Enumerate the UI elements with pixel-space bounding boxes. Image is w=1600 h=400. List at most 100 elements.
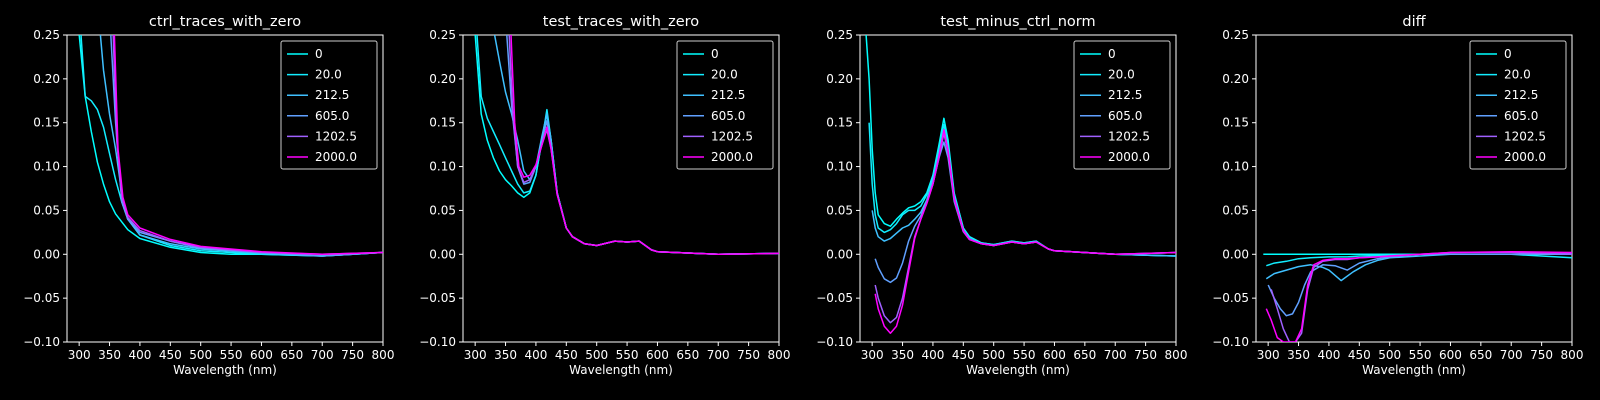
x-tick-label: 550 (616, 348, 639, 362)
y-tick-label: 0.05 (1222, 203, 1249, 217)
y-tick-label: −0.05 (816, 291, 853, 305)
legend-entry: 0 (711, 47, 719, 61)
chart-panel-4: 300 350 400 450 500 550 600 650 700 750 800 −0.10 −0… (1212, 14, 1583, 377)
y-tick-label: 0.00 (33, 247, 60, 261)
series-line-2000-0 (874, 128, 1176, 334)
x-tick-label: 300 (861, 348, 884, 362)
x-tick-label: 450 (159, 348, 182, 362)
y-tick-label: 0.05 (826, 203, 853, 217)
legend: 0 20.0 212.5 605.0 1202.5 2000.0 (280, 40, 378, 170)
legend-entry: 1202.5 (1108, 129, 1150, 143)
legend-entry: 2000.0 (315, 150, 357, 164)
y-tick-label: 0.15 (826, 116, 853, 130)
series-line-2000-0 (113, 35, 383, 256)
legend-entry: 2000.0 (711, 150, 753, 164)
x-tick-label: 550 (220, 348, 243, 362)
chart-title: ctrl_traces_with_zero (149, 14, 301, 30)
legend-entry: 20.0 (315, 68, 342, 82)
y-tick-label: −0.05 (23, 291, 60, 305)
series-line-212-5 (1265, 253, 1572, 282)
x-tick-label: 750 (1134, 348, 1157, 362)
x-tick-label: 600 (1439, 348, 1462, 362)
x-tick-label: 650 (280, 348, 303, 362)
x-tick-label: 350 (891, 348, 914, 362)
x-tick-label: 400 (524, 348, 547, 362)
legend-entry: 605.0 (1108, 109, 1142, 123)
x-tick-label: 750 (1530, 348, 1553, 362)
chart-panel-3: 300 350 400 450 500 550 600 650 700 750 800 −0.10 −0… (816, 14, 1187, 377)
legend-entry: 20.0 (1108, 68, 1135, 82)
x-tick-label: 500 (982, 348, 1005, 362)
y-tick-label: −0.10 (23, 335, 60, 349)
legend-entry: 0 (1504, 47, 1512, 61)
x-tick-label: 600 (646, 348, 669, 362)
legend-entry: 605.0 (711, 109, 745, 123)
chart-title: diff (1402, 14, 1426, 30)
y-tick-label: −0.10 (816, 335, 853, 349)
y-tick-label: 0.25 (429, 28, 456, 42)
x-tick-label: 400 (1317, 348, 1340, 362)
x-tick-label: 650 (1073, 348, 1096, 362)
x-tick-label: 450 (555, 348, 578, 362)
legend-entry: 20.0 (1504, 68, 1531, 82)
legend-entry: 2000.0 (1504, 150, 1546, 164)
x-axis-label: Wavelength (nm) (966, 363, 1070, 377)
x-tick-label: 400 (128, 348, 151, 362)
y-tick-label: 0.05 (429, 203, 456, 217)
x-tick-label: 550 (1013, 348, 1036, 362)
x-tick-label: 700 (311, 348, 334, 362)
x-tick-label: 650 (676, 348, 699, 362)
y-tick-label: 0.00 (826, 247, 853, 261)
chart-panel-1: 300 350 400 450 500 550 600 650 700 750 800 −0.10 −0… (23, 14, 394, 377)
y-tick-label: 0.25 (33, 28, 60, 42)
y-tick-label: 0.25 (826, 28, 853, 42)
y-tick-label: 0.10 (826, 160, 853, 174)
y-tick-label: 0.10 (33, 160, 60, 174)
x-axis-label: Wavelength (nm) (1362, 363, 1466, 377)
y-tick-label: −0.10 (419, 335, 456, 349)
series-line-2000-0 (510, 35, 779, 256)
x-tick-label: 800 (1561, 348, 1584, 362)
x-tick-label: 500 (189, 348, 212, 362)
legend-entry: 0 (1108, 47, 1116, 61)
x-tick-label: 750 (737, 348, 760, 362)
y-tick-label: 0.20 (1222, 72, 1249, 86)
chart-panel-2: 300 350 400 450 500 550 600 650 700 750 800 −0.10 −0… (419, 14, 790, 377)
x-axis-label: Wavelength (nm) (569, 363, 673, 377)
y-tick-label: 0.25 (1222, 28, 1249, 42)
legend-entry: 0 (315, 47, 323, 61)
series-group (865, 35, 1176, 334)
series-group (78, 35, 383, 257)
legend-entry: 1202.5 (315, 129, 357, 143)
y-tick-label: 0.15 (33, 116, 60, 130)
x-tick-label: 500 (1378, 348, 1401, 362)
y-tick-label: 0.20 (429, 72, 456, 86)
y-tick-label: 0.20 (826, 72, 853, 86)
chart-title: test_minus_ctrl_norm (940, 14, 1095, 30)
y-tick-label: 0.20 (33, 72, 60, 86)
x-tick-label: 450 (952, 348, 975, 362)
x-tick-label: 800 (1165, 348, 1188, 362)
series-group (1263, 250, 1572, 342)
legend: 0 20.0 212.5 605.0 1202.5 2000.0 (1469, 40, 1567, 170)
y-tick-label: 0.00 (1222, 247, 1249, 261)
legend: 0 20.0 212.5 605.0 1202.5 2000.0 (1073, 40, 1171, 170)
y-tick-label: 0.15 (1222, 116, 1249, 130)
x-tick-label: 300 (68, 348, 91, 362)
series-line-2000-0 (1265, 250, 1572, 342)
series-group (474, 35, 779, 256)
y-tick-label: −0.05 (419, 291, 456, 305)
legend: 0 20.0 212.5 605.0 1202.5 2000.0 (676, 40, 774, 170)
y-tick-label: −0.10 (1212, 335, 1249, 349)
x-tick-label: 700 (707, 348, 730, 362)
y-tick-label: 0.10 (1222, 160, 1249, 174)
x-tick-label: 600 (1043, 348, 1066, 362)
x-tick-label: 700 (1500, 348, 1523, 362)
x-tick-label: 800 (768, 348, 791, 362)
y-tick-label: 0.05 (33, 203, 60, 217)
legend-entry: 2000.0 (1108, 150, 1150, 164)
x-tick-label: 650 (1469, 348, 1492, 362)
legend-entry: 605.0 (1504, 109, 1538, 123)
chart-title: test_traces_with_zero (543, 14, 700, 30)
